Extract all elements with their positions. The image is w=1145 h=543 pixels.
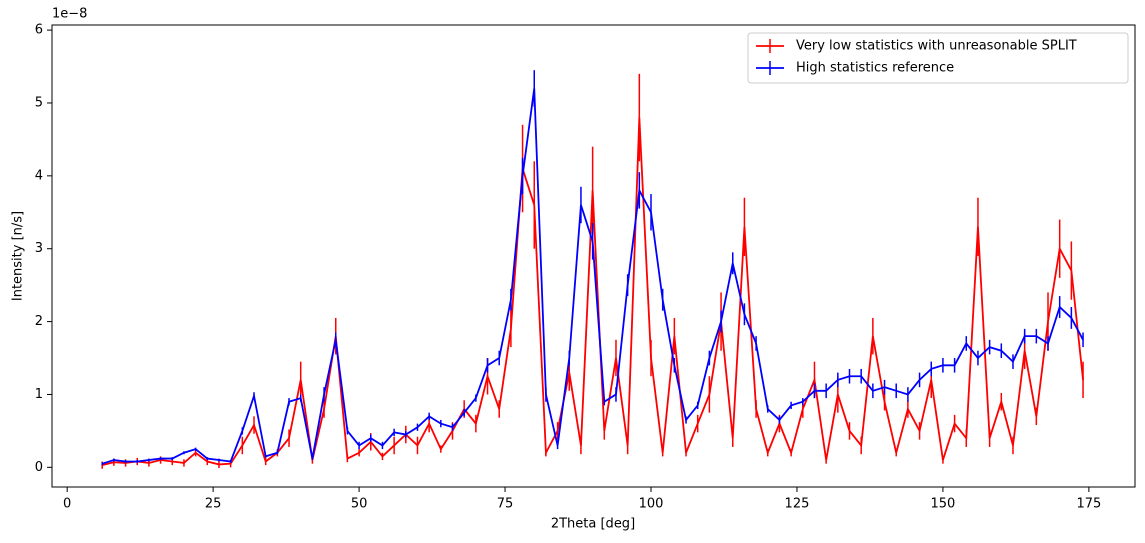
x-tick-label: 25 (205, 497, 222, 512)
x-tick-label: 175 (1076, 497, 1101, 512)
x-tick-label: 75 (497, 497, 514, 512)
x-tick-label: 100 (639, 497, 664, 512)
y-tick-label: 0 (35, 460, 43, 475)
y-tick-label: 5 (35, 95, 43, 110)
y-tick-label: 6 (35, 23, 43, 38)
y-offset-label: 1e−8 (52, 7, 87, 22)
x-tick-label: 125 (785, 497, 810, 512)
legend-label: High statistics reference (796, 61, 954, 76)
x-axis-label: 2Theta [deg] (551, 517, 635, 532)
series-line (101, 117, 1084, 467)
x-tick-label: 0 (63, 497, 71, 512)
y-tick-label: 1 (35, 387, 43, 402)
y-tick-label: 2 (35, 314, 43, 329)
series-line (101, 88, 1084, 465)
y-tick-label: 4 (35, 168, 43, 183)
x-tick-label: 50 (351, 497, 368, 512)
x-tick-label: 150 (931, 497, 956, 512)
y-tick-label: 3 (35, 241, 43, 256)
y-axis-label: Intensity [n/s] (11, 211, 26, 301)
legend-box (747, 32, 1129, 84)
legend-label: Very low statistics with unreasonable SP… (796, 39, 1077, 54)
plot-frame (51, 24, 1136, 488)
